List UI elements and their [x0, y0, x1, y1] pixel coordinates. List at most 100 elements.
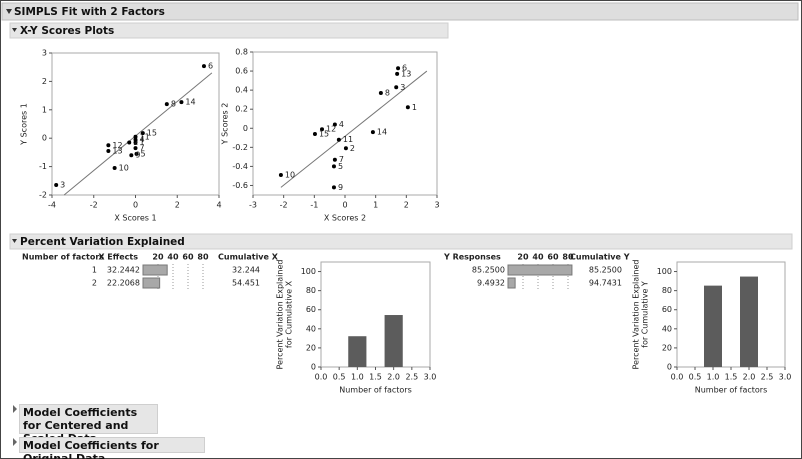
plot-frame	[320, 261, 431, 368]
x-tick-label: 1.5	[725, 373, 738, 382]
y-axis-label: Y Scores 1	[20, 103, 29, 146]
point	[179, 100, 184, 105]
point	[54, 183, 59, 188]
point-label: 14	[377, 128, 387, 137]
cell: 94.7431	[589, 279, 622, 288]
bar	[384, 315, 403, 367]
point	[127, 140, 132, 145]
disclosure-icon[interactable]	[12, 28, 17, 32]
point	[396, 66, 401, 71]
collapsed-section[interactable]: Model Coefficients for Original Data	[19, 437, 205, 459]
scale-label: 40	[532, 253, 544, 262]
fit-line	[63, 72, 213, 196]
y-axis-label: for Cumulative Y	[641, 281, 650, 348]
x-tick-label: 4	[216, 201, 221, 210]
y-tick-label: 0	[42, 134, 47, 143]
collapsed-icon[interactable]	[13, 405, 17, 413]
point	[336, 137, 341, 142]
x-axis-label: X Scores 2	[324, 214, 366, 223]
x-tick-label: 1.0	[707, 373, 720, 382]
cell: 85.2500	[589, 266, 622, 275]
point	[133, 134, 138, 139]
x-tick-label: 3.0	[779, 373, 792, 382]
bar	[348, 336, 367, 367]
point-label: 9	[338, 183, 343, 192]
x-tick-label: -2	[280, 201, 288, 210]
point-label: 6	[402, 64, 407, 73]
cell: 32.244	[232, 266, 260, 275]
cell: 32.2442	[107, 266, 140, 275]
plot-frame	[51, 52, 220, 196]
scale-label: 20	[517, 253, 529, 262]
disclosure-icon[interactable]	[6, 9, 12, 14]
y-tick-label: 1	[42, 105, 47, 114]
cell: 22.2068	[107, 279, 140, 288]
y-tick-label: 0.6	[235, 67, 248, 76]
bar	[704, 285, 722, 367]
x-tick-label: 2.0	[387, 373, 400, 382]
point	[370, 130, 375, 135]
x-tick-label: 1.5	[369, 373, 382, 382]
y-axis-label: Percent Variation Explained	[276, 260, 285, 370]
point	[278, 172, 283, 177]
point	[133, 140, 138, 145]
point	[164, 102, 169, 107]
point	[312, 131, 317, 136]
scale-label: 40	[167, 253, 179, 262]
cell: 54.451	[232, 279, 260, 288]
y-axis-label: for Cumulative X	[285, 280, 294, 348]
effect-bar	[142, 277, 161, 289]
x-tick-label: 2.0	[743, 373, 756, 382]
plot-frame	[252, 51, 438, 196]
scale-label: 80	[197, 253, 209, 262]
point-label: 3	[60, 181, 65, 190]
x-tick-label: 2.5	[761, 373, 774, 382]
cell: 9.4932	[477, 279, 505, 288]
point-label: 6	[208, 62, 213, 71]
effect-bar	[507, 264, 573, 276]
x-tick-label: 1	[373, 201, 378, 210]
plot-frame	[676, 261, 786, 368]
point	[331, 185, 336, 190]
y-tick-label: 20	[662, 343, 672, 352]
point-label: 14	[185, 98, 195, 107]
section-bar[interactable]	[9, 233, 793, 250]
header-bar[interactable]	[1, 2, 799, 21]
scale-label: 60	[182, 253, 194, 262]
point-label: 11	[140, 132, 150, 141]
point	[343, 146, 348, 151]
point	[394, 85, 399, 90]
y-axis-label: Y Scores 2	[221, 103, 230, 146]
cell: 85.2500	[472, 266, 505, 275]
y-tick-label: 0.8	[235, 48, 248, 57]
x-tick-label: 2.5	[405, 373, 418, 382]
bar	[740, 276, 758, 367]
collapsed-section[interactable]: Model Coefficients for Centered and Scal…	[19, 404, 158, 445]
y-tick-label: 20	[306, 343, 316, 352]
point	[134, 151, 139, 156]
disclosure-icon[interactable]	[12, 239, 17, 243]
point	[332, 122, 337, 127]
x-tick-label: 0	[342, 201, 347, 210]
point	[112, 166, 117, 171]
y-tick-label: 0	[667, 363, 672, 372]
y-tick-label: 80	[306, 286, 316, 295]
y-axis-label: Percent Variation Explained	[632, 260, 641, 370]
point	[378, 90, 383, 95]
x-tick-label: 3	[434, 201, 439, 210]
x-tick-label: -1	[310, 201, 318, 210]
point	[395, 71, 400, 76]
point	[332, 157, 337, 162]
section-bar[interactable]	[9, 22, 449, 39]
point-label: 9	[135, 151, 140, 160]
collapsed-icon[interactable]	[13, 438, 17, 446]
y-tick-label: 60	[306, 305, 316, 314]
x-tick-label: -3	[249, 201, 257, 210]
x-tick-label: 3.0	[424, 373, 437, 382]
x-tick-label: 0.0	[315, 373, 328, 382]
y-tick-label: 100	[301, 267, 316, 276]
point-label: 15	[319, 129, 329, 138]
point-label: 10	[119, 164, 129, 173]
